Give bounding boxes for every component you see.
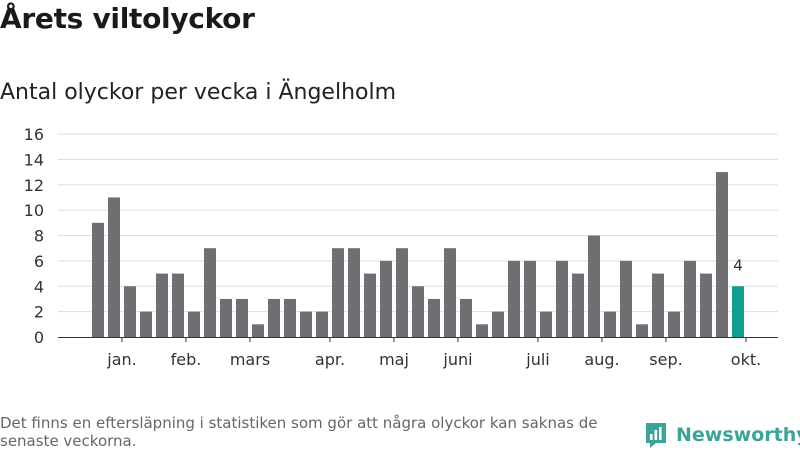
y-tick-label: 10 xyxy=(24,201,44,220)
bar xyxy=(652,273,664,337)
x-tick-label: aug. xyxy=(584,350,619,369)
bar xyxy=(444,248,456,337)
bar xyxy=(300,311,312,337)
bar xyxy=(700,273,712,337)
bar xyxy=(92,222,104,337)
brand-logo: Newsworthy xyxy=(644,420,800,450)
x-tick-label: apr. xyxy=(315,350,345,369)
bar xyxy=(188,311,200,337)
x-tick-label: juni xyxy=(442,350,472,369)
y-tick-label: 0 xyxy=(34,328,44,347)
x-tick-label: juli xyxy=(525,350,549,369)
newsworthy-logo-icon xyxy=(646,423,666,448)
x-axis-tick-labels: jan. feb. mars apr. maj juni juli aug. sep. okt. xyxy=(106,337,761,369)
gridlines xyxy=(58,133,778,313)
bar xyxy=(268,298,280,337)
bar xyxy=(220,298,232,337)
bar-current-week xyxy=(732,286,744,337)
chart-title: Årets viltolyckor xyxy=(0,2,255,35)
bar xyxy=(588,235,600,337)
bar xyxy=(492,311,504,337)
bar xyxy=(684,260,696,337)
bar xyxy=(460,298,472,337)
bar xyxy=(316,311,328,337)
y-tick-label: 14 xyxy=(24,150,44,169)
y-tick-label: 6 xyxy=(34,252,44,271)
bar xyxy=(364,273,376,337)
footnote: Det finns en eftersläpning i statistiken… xyxy=(0,414,598,450)
x-tick-label: feb. xyxy=(171,350,202,369)
bar xyxy=(572,273,584,337)
bar xyxy=(428,298,440,337)
bar xyxy=(204,248,216,337)
bar xyxy=(396,248,408,337)
x-tick-label: sep. xyxy=(649,350,682,369)
bar xyxy=(124,286,136,337)
bar xyxy=(332,248,344,337)
y-tick-label: 12 xyxy=(24,176,44,195)
bar xyxy=(476,324,488,337)
y-tick-label: 8 xyxy=(34,227,44,246)
data-label-current-week: 4 xyxy=(733,256,743,274)
bar xyxy=(108,197,120,337)
x-tick-label: jan. xyxy=(106,350,136,369)
y-axis-tick-labels: 0 2 4 6 8 10 12 14 16 xyxy=(24,125,44,347)
bar xyxy=(668,311,680,337)
y-tick-label: 4 xyxy=(34,277,44,296)
chart-subtitle: Antal olyckor per vecka i Ängelholm xyxy=(0,80,397,105)
bar xyxy=(236,298,248,337)
y-tick-label: 2 xyxy=(34,303,44,322)
x-tick-label: mars xyxy=(230,350,270,369)
bar xyxy=(412,286,424,337)
bar xyxy=(556,260,568,337)
x-tick-label: okt. xyxy=(731,350,761,369)
bar xyxy=(348,248,360,337)
bar xyxy=(508,260,520,337)
bar xyxy=(604,311,616,337)
data-labels: 4 xyxy=(733,256,743,274)
bar xyxy=(252,324,264,337)
bar xyxy=(636,324,648,337)
bar xyxy=(524,260,536,337)
bar xyxy=(716,172,728,337)
bars xyxy=(92,172,744,337)
bar xyxy=(540,311,552,337)
bar xyxy=(380,260,392,337)
bar xyxy=(172,273,184,337)
bar-chart: 0 2 4 6 8 10 12 14 16 jan. feb. mars apr. maj juni jul… xyxy=(24,125,778,369)
bar xyxy=(284,298,296,337)
bar xyxy=(140,311,152,337)
y-tick-label: 16 xyxy=(24,125,44,144)
bar xyxy=(620,260,632,337)
x-tick-label: maj xyxy=(379,350,409,369)
brand-name: Newsworthy xyxy=(676,424,800,446)
bar xyxy=(156,273,168,337)
